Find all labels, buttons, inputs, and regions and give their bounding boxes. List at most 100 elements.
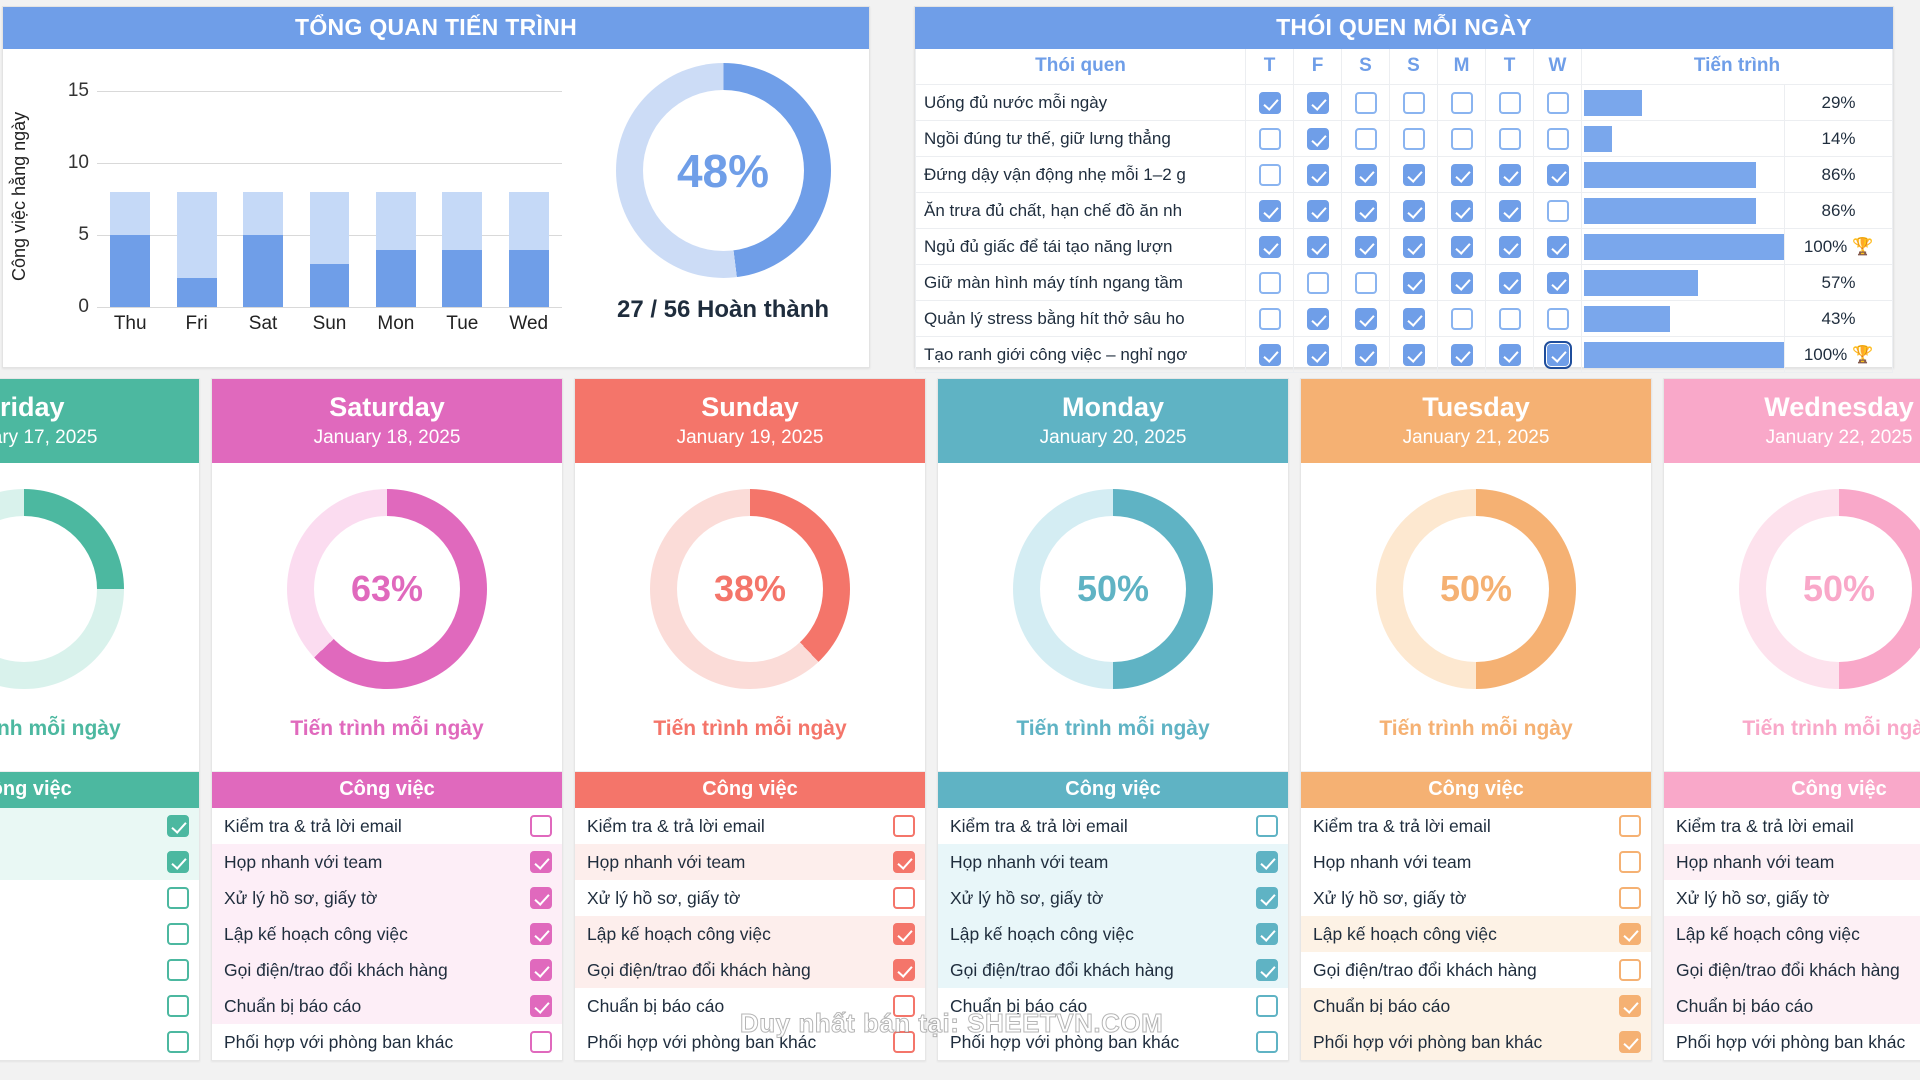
checkbox-unchecked-icon[interactable] (1546, 307, 1569, 330)
task-row[interactable]: Họp nhanh với team (575, 844, 925, 880)
habit-day-cell[interactable] (1485, 156, 1534, 193)
habit-day-cell[interactable] (1533, 336, 1582, 373)
habit-day-cell[interactable] (1341, 192, 1390, 229)
habit-day-cell[interactable] (1389, 120, 1438, 157)
habit-day-cell[interactable] (1341, 300, 1390, 337)
habit-day-cell[interactable] (1437, 156, 1486, 193)
habit-day-cell[interactable] (1389, 192, 1438, 229)
habit-day-cell[interactable] (1245, 120, 1294, 157)
checkbox-checked-icon[interactable] (1402, 199, 1425, 222)
task-row[interactable]: Phối hợp với phòng ban khác (212, 1024, 562, 1060)
habit-day-cell[interactable] (1485, 192, 1534, 229)
task-row[interactable]: Chuẩn bị báo cáo (938, 988, 1288, 1024)
habit-day-cell[interactable] (1533, 300, 1582, 337)
task-checkbox-unchecked-icon[interactable] (530, 1031, 552, 1053)
task-row[interactable]: Phối hợp với phòng ban khác (575, 1024, 925, 1060)
habit-day-cell[interactable] (1485, 120, 1534, 157)
habit-day-cell[interactable] (1245, 336, 1294, 373)
task-checkbox-checked-icon[interactable] (530, 851, 552, 873)
task-row[interactable]: Xử lý hồ sơ, giấy tờ (1301, 880, 1651, 916)
task-checkbox-checked-icon[interactable] (530, 887, 552, 909)
task-row[interactable]: …n, tài liệu mớ (0, 988, 199, 1024)
habit-day-cell[interactable] (1293, 228, 1342, 265)
task-row[interactable]: Xử lý hồ sơ, giấy tờ (1664, 880, 1920, 916)
checkbox-checked-icon[interactable] (1306, 127, 1329, 150)
task-row[interactable]: Kiểm tra & trả lời email (1301, 808, 1651, 844)
task-checkbox-unchecked-icon[interactable] (167, 923, 189, 945)
checkbox-checked-icon[interactable] (1450, 199, 1473, 222)
habit-day-cell[interactable] (1341, 336, 1390, 373)
task-checkbox-checked-icon[interactable] (530, 923, 552, 945)
task-row[interactable]: Lập kế hoạch công việc (1664, 916, 1920, 952)
checkbox-unchecked-icon[interactable] (1258, 163, 1281, 186)
habit-day-cell[interactable] (1341, 120, 1390, 157)
task-checkbox-unchecked-icon[interactable] (893, 995, 915, 1017)
checkbox-checked-icon[interactable] (1306, 343, 1329, 366)
habit-day-cell[interactable] (1533, 192, 1582, 229)
checkbox-checked-icon[interactable] (1354, 307, 1377, 330)
task-row[interactable]: Gọi điện/trao đổi khách hàng (1301, 952, 1651, 988)
task-checkbox-checked-icon[interactable] (1619, 1031, 1641, 1053)
habit-day-cell[interactable] (1245, 300, 1294, 337)
task-checkbox-unchecked-icon[interactable] (893, 887, 915, 909)
task-checkbox-unchecked-icon[interactable] (1619, 887, 1641, 909)
checkbox-checked-icon[interactable] (1306, 307, 1329, 330)
task-row[interactable]: Lập kế hoạch công việc (938, 916, 1288, 952)
checkbox-checked-icon[interactable] (1258, 199, 1281, 222)
habit-day-cell[interactable] (1293, 84, 1342, 121)
task-row[interactable]: Lập kế hoạch công việc (1301, 916, 1651, 952)
checkbox-checked-icon[interactable] (1306, 235, 1329, 258)
task-checkbox-unchecked-icon[interactable] (167, 1031, 189, 1053)
habit-day-cell[interactable] (1437, 336, 1486, 373)
task-checkbox-unchecked-icon[interactable] (1619, 851, 1641, 873)
checkbox-checked-icon[interactable] (1498, 163, 1521, 186)
task-checkbox-unchecked-icon[interactable] (1619, 815, 1641, 837)
task-checkbox-checked-icon[interactable] (167, 851, 189, 873)
task-row[interactable]: Chuẩn bị báo cáo (212, 988, 562, 1024)
checkbox-checked-icon[interactable] (1450, 163, 1473, 186)
checkbox-unchecked-icon[interactable] (1354, 127, 1377, 150)
task-row[interactable]: Phối hợp với phòng ban khác (1664, 1024, 1920, 1060)
task-row[interactable]: Xử lý hồ sơ, giấy tờ (575, 880, 925, 916)
task-checkbox-unchecked-icon[interactable] (1619, 959, 1641, 981)
task-row[interactable]: Xử lý hồ sơ, giấy tờ (212, 880, 562, 916)
habit-day-cell[interactable] (1341, 264, 1390, 301)
habit-day-cell[interactable] (1293, 120, 1342, 157)
habit-day-cell[interactable] (1437, 300, 1486, 337)
checkbox-checked-icon[interactable] (1354, 343, 1377, 366)
task-row[interactable]: Kiểm tra & trả lời email (575, 808, 925, 844)
habit-day-cell[interactable] (1485, 228, 1534, 265)
habit-day-cell[interactable] (1389, 84, 1438, 121)
habit-day-cell[interactable] (1245, 84, 1294, 121)
checkbox-unchecked-icon[interactable] (1450, 127, 1473, 150)
task-row[interactable]: …ch công tác (0, 844, 199, 880)
checkbox-checked-icon[interactable] (1402, 271, 1425, 294)
task-row[interactable]: Kiểm tra & trả lời email (938, 808, 1288, 844)
task-row[interactable]: Kiểm tra & trả lời email (1664, 808, 1920, 844)
checkbox-unchecked-icon[interactable] (1546, 199, 1569, 222)
checkbox-checked-icon[interactable] (1354, 235, 1377, 258)
habit-day-cell[interactable] (1293, 336, 1342, 373)
checkbox-checked-icon[interactable] (1402, 343, 1425, 366)
checkbox-checked-icon[interactable] (1306, 163, 1329, 186)
task-row[interactable]: …hệ thống (0, 916, 199, 952)
checkbox-unchecked-icon[interactable] (1498, 307, 1521, 330)
habit-day-cell[interactable] (1533, 264, 1582, 301)
task-checkbox-checked-icon[interactable] (893, 923, 915, 945)
habit-day-cell[interactable] (1245, 264, 1294, 301)
checkbox-checked-icon[interactable] (1354, 163, 1377, 186)
habit-day-cell[interactable] (1485, 336, 1534, 373)
task-checkbox-unchecked-icon[interactable] (893, 1031, 915, 1053)
habit-day-cell[interactable] (1293, 300, 1342, 337)
checkbox-unchecked-icon[interactable] (1402, 127, 1425, 150)
habit-day-cell[interactable] (1437, 264, 1486, 301)
habit-day-cell[interactable] (1245, 192, 1294, 229)
habit-day-cell[interactable] (1437, 228, 1486, 265)
habit-day-cell[interactable] (1485, 300, 1534, 337)
checkbox-checked-icon[interactable] (1354, 199, 1377, 222)
task-checkbox-unchecked-icon[interactable] (167, 995, 189, 1017)
habit-day-cell[interactable] (1293, 264, 1342, 301)
checkbox-checked-icon[interactable] (1258, 235, 1281, 258)
task-row[interactable]: …hiện công v (0, 1024, 199, 1060)
habit-day-cell[interactable] (1437, 84, 1486, 121)
